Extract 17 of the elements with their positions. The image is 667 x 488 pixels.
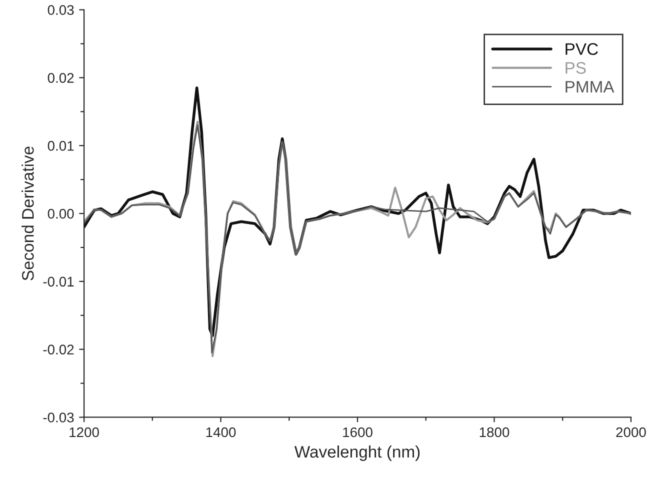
legend-label: PMMA bbox=[566, 81, 614, 93]
y-tick-label: -0.03 bbox=[43, 412, 74, 422]
y-tick-label: -0.02 bbox=[43, 344, 74, 354]
x-tick-label: 1600 bbox=[343, 427, 372, 438]
legend-label: PVC bbox=[566, 43, 598, 55]
y-tick-label: -0.01 bbox=[43, 276, 74, 287]
legend-label: PS bbox=[566, 62, 586, 74]
x-tick-label: 1800 bbox=[480, 427, 510, 438]
y-tick-label: 0.01 bbox=[48, 140, 74, 151]
x-tick-label: 1200 bbox=[70, 427, 99, 438]
y-tick-label: 0.02 bbox=[48, 73, 74, 83]
y-tick-label: 0.03 bbox=[48, 5, 74, 15]
x-axis-title: Wavelenght (nm) bbox=[294, 445, 420, 461]
y-tick-label: 0.00 bbox=[48, 208, 74, 219]
x-tick-label: 1400 bbox=[206, 427, 236, 438]
x-tick-label: 2000 bbox=[616, 427, 646, 438]
y-axis-title: Second Derivative bbox=[22, 146, 34, 280]
